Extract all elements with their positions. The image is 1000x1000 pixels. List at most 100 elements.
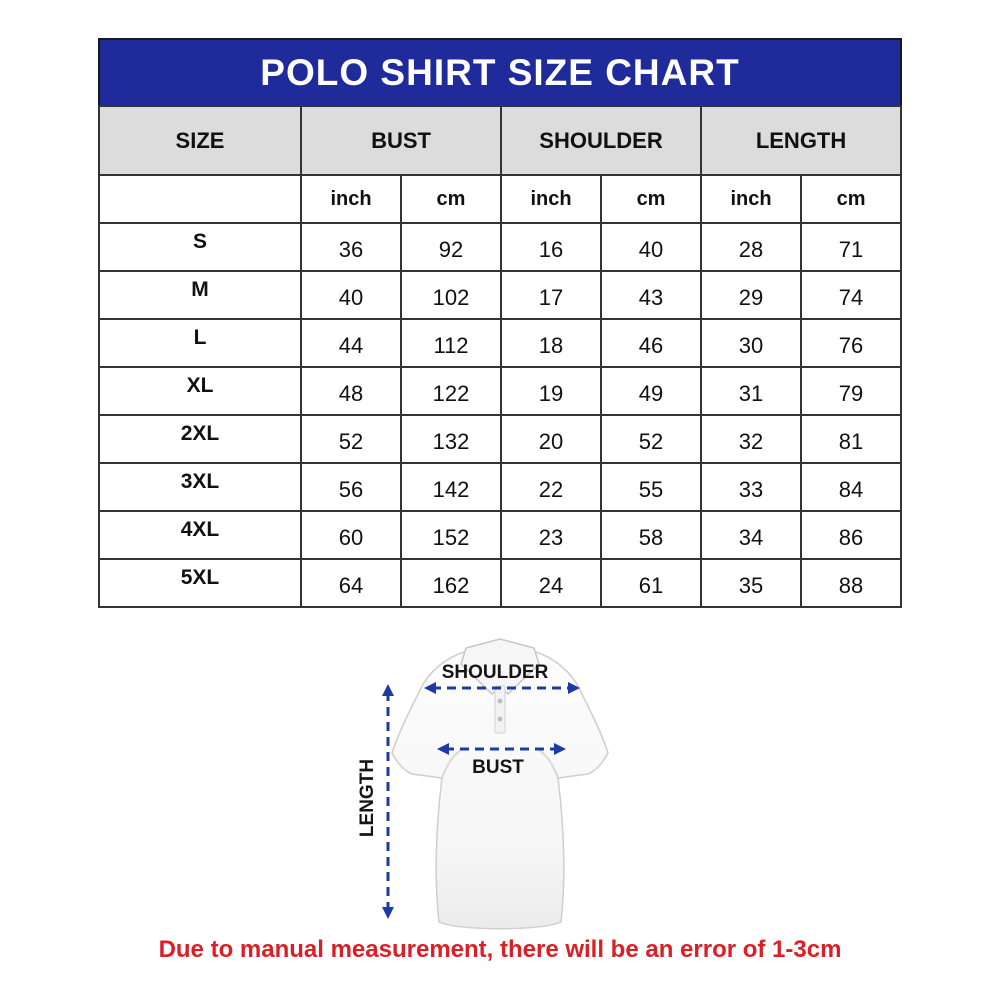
- measurement-value: 52: [300, 414, 402, 464]
- measurement-value-text: 17: [538, 285, 564, 310]
- col-header-bust: BUST: [299, 105, 503, 176]
- measurement-value: 36: [300, 222, 402, 272]
- size-label-text: XL: [186, 374, 214, 397]
- measurement-value-text: 24: [538, 573, 564, 598]
- size-label-text: 5XL: [180, 566, 220, 589]
- measurement-value: 88: [800, 558, 903, 608]
- measurement-value: 55: [600, 462, 703, 512]
- shoulder-arrow: [424, 682, 580, 694]
- measurement-value-text: 52: [638, 429, 664, 454]
- size-label: XL: [98, 366, 302, 416]
- measurement-value: 30: [700, 318, 803, 368]
- size-table: SIZE BUST SHOULDER LENGTH inch cm inch c…: [98, 105, 903, 608]
- measurement-value-text: 92: [438, 237, 464, 262]
- measurement-value-text: 60: [338, 525, 364, 550]
- measurement-value: 64: [300, 558, 402, 608]
- unit-label: cm: [800, 174, 903, 224]
- measurement-value: 48: [300, 366, 402, 416]
- bust-label: BUST: [472, 757, 524, 778]
- unit-label: inch: [300, 174, 402, 224]
- measurement-value-text: 23: [538, 525, 564, 550]
- measurement-value-text: 28: [738, 237, 764, 262]
- measurement-value-text: 43: [638, 285, 664, 310]
- measurement-value-text: 33: [738, 477, 764, 502]
- length-arrow: [382, 684, 394, 919]
- measurement-value: 92: [399, 222, 503, 272]
- measurement-value-text: 102: [432, 285, 470, 310]
- placket: [494, 685, 506, 734]
- measurement-value: 19: [500, 366, 603, 416]
- size-label-text: L: [193, 326, 207, 349]
- col-header-shoulder: SHOULDER: [500, 105, 703, 176]
- size-label-text: S: [192, 230, 207, 253]
- collar: [460, 638, 540, 696]
- measurement-value-text: 88: [838, 573, 864, 598]
- measurement-value-text: 46: [638, 333, 664, 358]
- unit-label: inch: [500, 174, 603, 224]
- measurement-value-text: 34: [738, 525, 764, 550]
- measurement-value: 40: [300, 270, 402, 320]
- measurement-value-text: 86: [838, 525, 864, 550]
- measurement-value-text: 142: [432, 477, 470, 502]
- measurement-value: 152: [399, 510, 503, 560]
- measurement-value: 56: [300, 462, 402, 512]
- size-label: 3XL: [98, 462, 302, 512]
- measurement-value: 79: [800, 366, 903, 416]
- measurement-value: 18: [500, 318, 603, 368]
- measurement-value: 132: [399, 414, 503, 464]
- table-row: S 36 92 16 40 28 71: [98, 222, 903, 272]
- length-label: LENGTH: [357, 759, 378, 837]
- table-header-row: SIZE BUST SHOULDER LENGTH: [98, 105, 903, 176]
- chart-title: POLO SHIRT SIZE CHART: [260, 51, 740, 93]
- measurement-value: 71: [800, 222, 903, 272]
- measurement-value: 16: [500, 222, 603, 272]
- measurement-value: 22: [500, 462, 603, 512]
- measurement-value-text: 71: [838, 237, 864, 262]
- measurement-value-text: 49: [638, 381, 664, 406]
- measurement-value: 60: [300, 510, 402, 560]
- measurement-value-text: 162: [432, 573, 470, 598]
- polo-shirt-icon: [391, 638, 609, 930]
- measurement-value-text: 122: [432, 381, 470, 406]
- measurement-value: 29: [700, 270, 803, 320]
- measurement-value-text: 20: [538, 429, 564, 454]
- measurement-value-text: 74: [838, 285, 864, 310]
- polo-shirt-illustration: SHOULDER BUST LENGTH: [357, 638, 609, 930]
- measurement-value-text: 56: [338, 477, 364, 502]
- measurement-value: 142: [399, 462, 503, 512]
- measurement-value: 74: [800, 270, 903, 320]
- measurement-value-text: 40: [338, 285, 364, 310]
- table-row: 4XL 60 152 23 58 34 86: [98, 510, 903, 560]
- measurement-value-text: 152: [432, 525, 470, 550]
- measurement-value-text: 132: [432, 429, 470, 454]
- size-label-text: 2XL: [180, 422, 220, 445]
- measurement-value-text: 76: [838, 333, 864, 358]
- shoulder-label: SHOULDER: [442, 662, 549, 683]
- measurement-value-text: 18: [538, 333, 564, 358]
- measurement-value: 81: [800, 414, 903, 464]
- measurement-value: 34: [700, 510, 803, 560]
- measurement-value: 58: [600, 510, 703, 560]
- measurement-value: 102: [399, 270, 503, 320]
- measurement-value: 31: [700, 366, 803, 416]
- table-row: 3XL 56 142 22 55 33 84: [98, 462, 903, 512]
- measurement-value-text: 84: [838, 477, 864, 502]
- measurement-value: 86: [800, 510, 903, 560]
- measurement-value-text: 40: [638, 237, 664, 262]
- measurement-value: 52: [600, 414, 703, 464]
- measurement-value: 43: [600, 270, 703, 320]
- size-label-text: 3XL: [180, 470, 220, 493]
- measurement-value-text: 19: [538, 381, 564, 406]
- units-row: inch cm inch cm inch cm: [98, 174, 903, 224]
- measurement-value-text: 36: [338, 237, 364, 262]
- measurement-value: 35: [700, 558, 803, 608]
- measurement-value: 32: [700, 414, 803, 464]
- measurement-value-text: 29: [738, 285, 764, 310]
- measurement-value: 49: [600, 366, 703, 416]
- measurement-value-text: 22: [538, 477, 564, 502]
- measurement-value-text: 32: [738, 429, 764, 454]
- unit-label: inch: [700, 174, 803, 224]
- size-label: 2XL: [98, 414, 302, 464]
- table-row: 2XL 52 132 20 52 32 81: [98, 414, 903, 464]
- size-chart: POLO SHIRT SIZE CHART SIZE BUST SHOULDER…: [98, 38, 903, 608]
